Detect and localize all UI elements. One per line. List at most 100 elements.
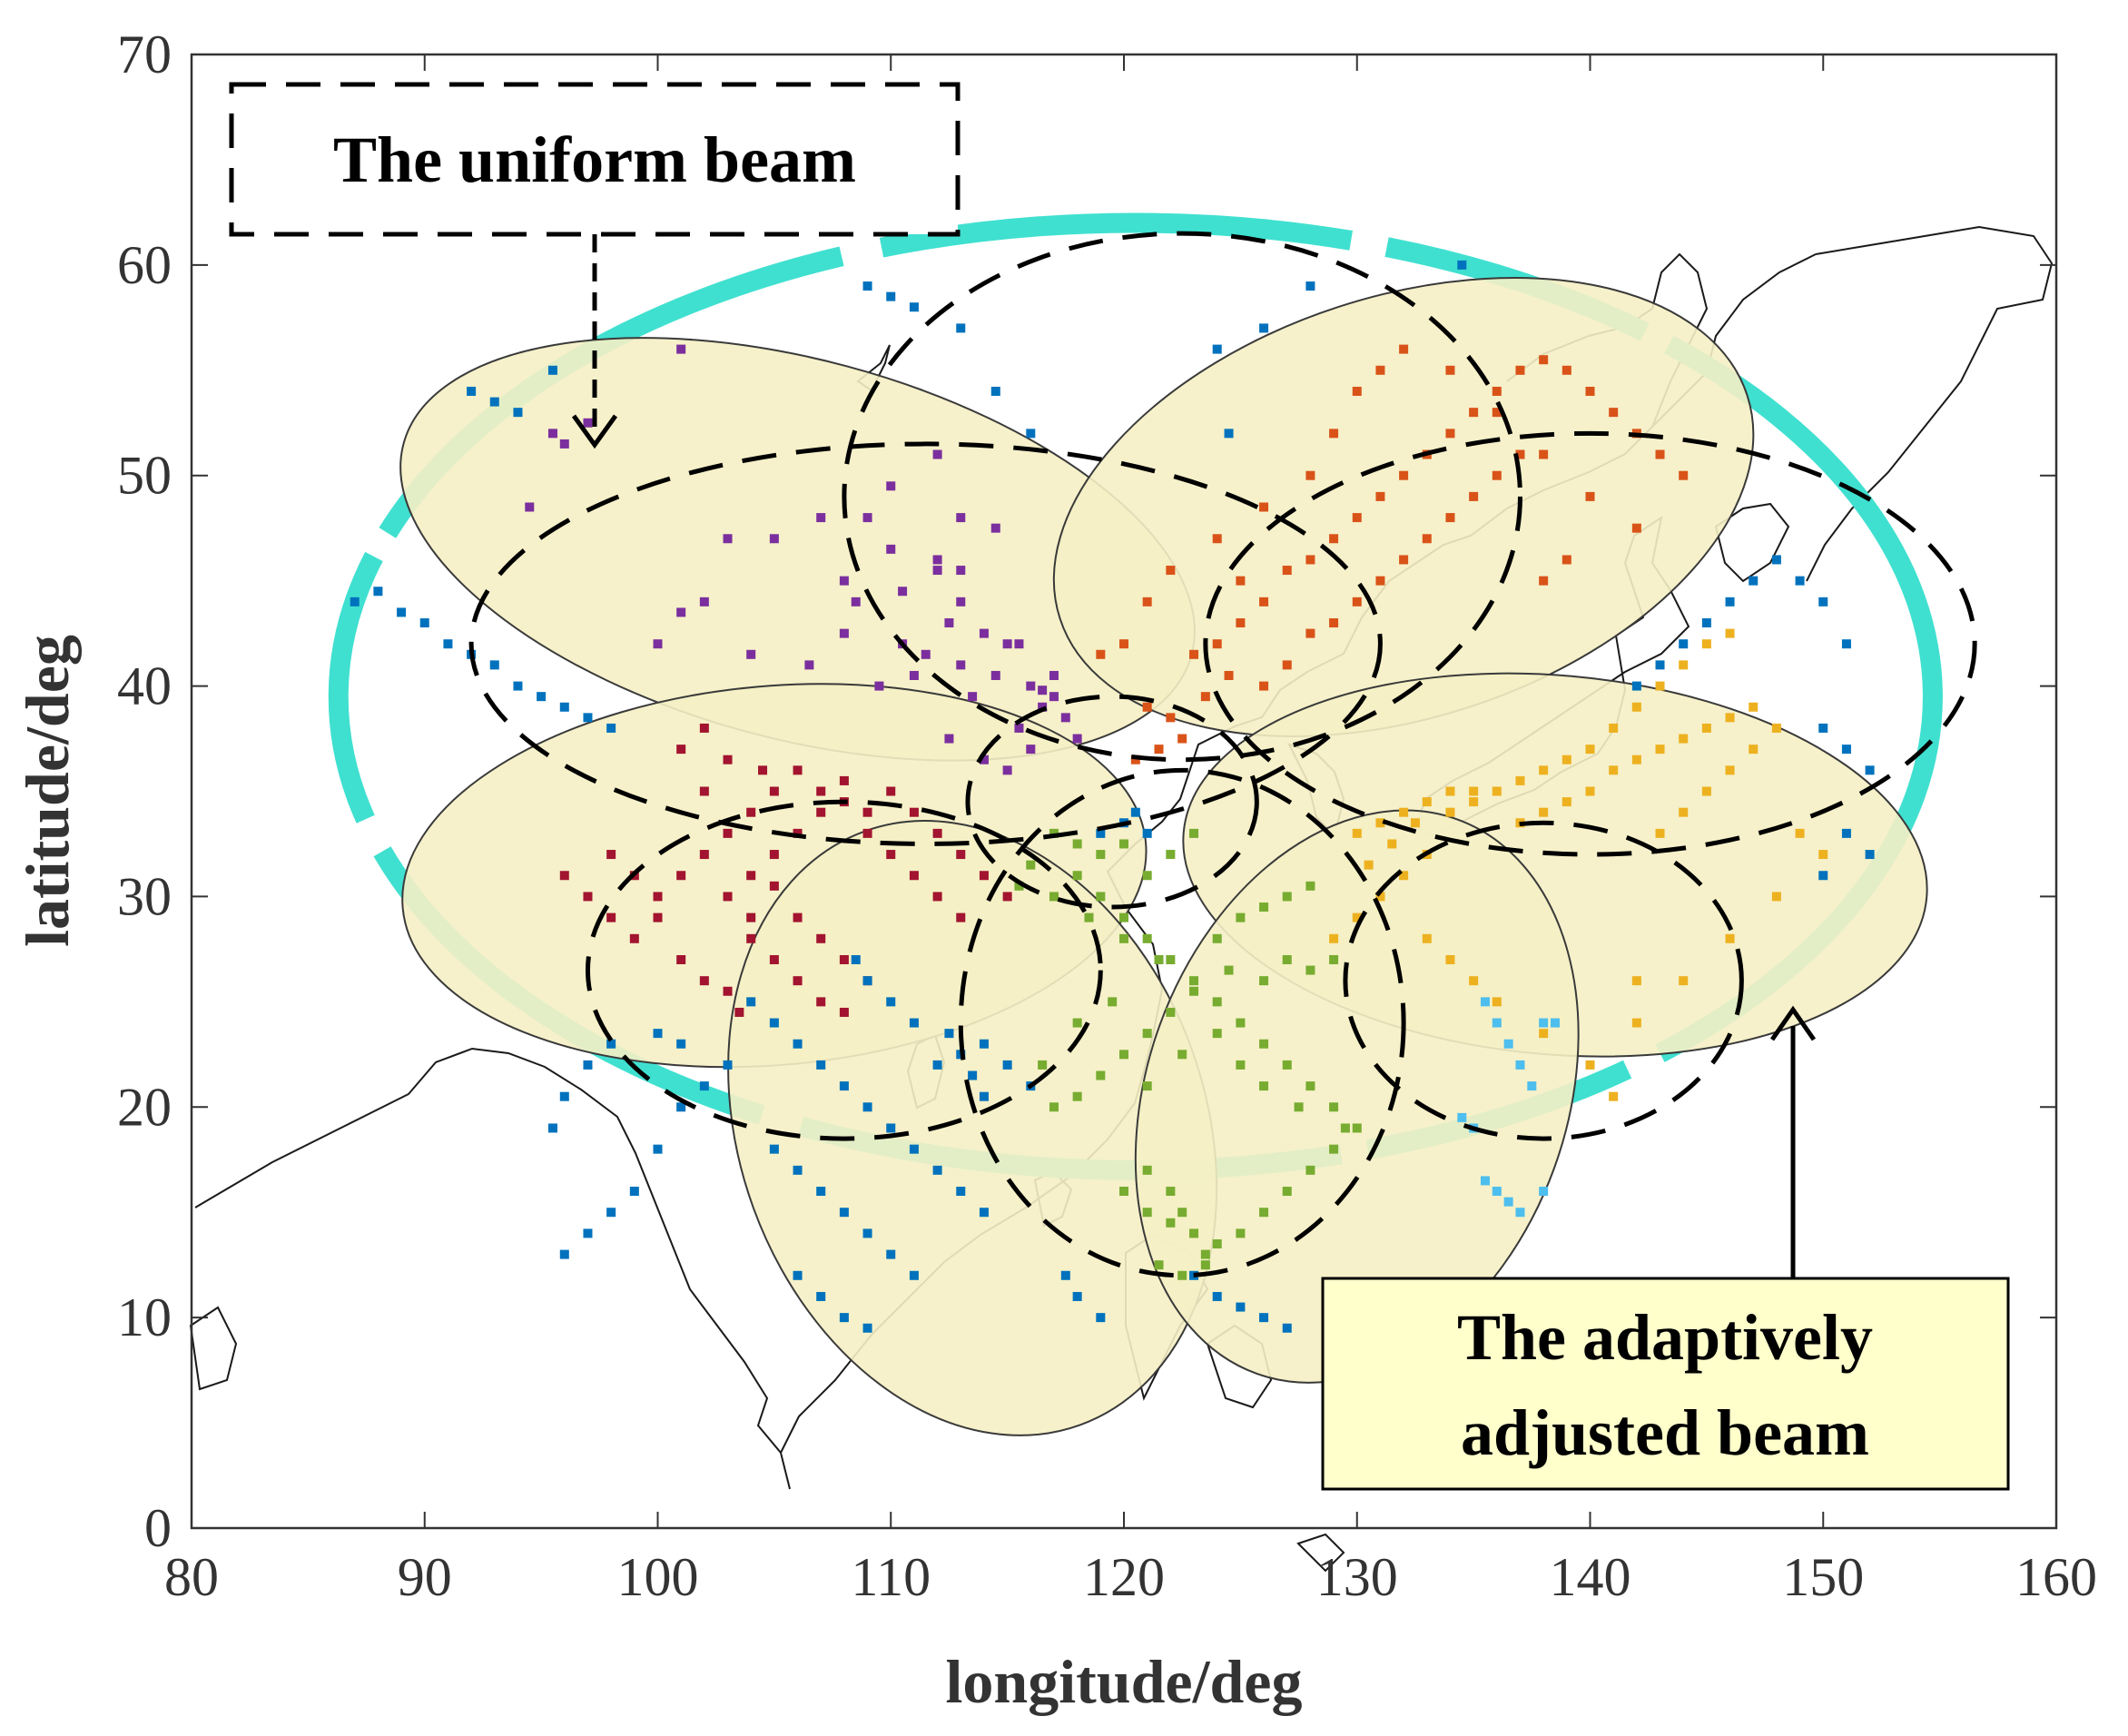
point-s2-41 [1329,618,1339,628]
uniform-beam-4 [585,799,1103,1141]
point-s2-60 [1562,555,1571,565]
point-s6-49 [1177,1208,1187,1218]
point-s4-24 [769,1018,779,1028]
point-s4-10 [559,702,569,712]
point-s4-30 [909,1144,919,1154]
point-s4-35 [793,1165,803,1175]
point-s3-30 [699,786,709,796]
point-s5-31 [1375,892,1385,902]
point-s4-91 [1224,429,1234,439]
point-s2-43 [1119,639,1128,649]
point-s4-90 [1212,344,1222,354]
point-s5-22 [1701,723,1711,733]
point-s6-69 [1177,1050,1187,1060]
point-s5-20 [1655,745,1665,755]
point-s4-22 [1026,429,1036,439]
point-s3-54 [629,933,639,943]
point-s5-57 [1771,723,1781,733]
point-s3-38 [886,850,896,860]
point-s4-40 [909,1270,919,1280]
point-s6-12 [1329,1102,1339,1112]
point-s6-44 [1282,954,1292,964]
point-s6-3 [1119,912,1128,922]
point-s3-36 [839,775,849,785]
point-s3-39 [909,871,919,881]
x-tick-label-150: 150 [1782,1547,1864,1607]
point-s4-20 [956,323,966,333]
point-s1-28 [862,513,872,523]
point-s4-25 [793,1039,803,1049]
point-s3-49 [816,997,826,1007]
point-s6-18 [1096,850,1106,860]
point-s6-14 [1142,871,1152,881]
point-s5-40 [1445,954,1455,964]
point-s1-32 [653,639,663,649]
adaptive-beam-arrowhead [1769,1005,1817,1041]
point-s1-39 [944,734,954,744]
point-s4-19 [909,302,919,312]
point-s4-45 [932,1060,942,1070]
point-s6-1 [1072,871,1082,881]
point-s6-35 [1072,1018,1082,1028]
point-s6-40 [1282,892,1292,902]
point-s6-39 [1259,903,1269,912]
point-s3-47 [769,954,779,964]
point-s6-47 [1142,1165,1152,1175]
point-s3-40 [932,892,942,902]
point-s1-29 [886,481,896,491]
point-s4-85 [1865,850,1875,860]
point-s5-13 [1631,702,1641,712]
point-s3-32 [699,723,709,733]
point-s2-29 [1492,470,1502,480]
point-s6-66 [1259,1081,1269,1091]
point-s1-10 [956,597,966,607]
point-s1-42 [921,649,931,659]
point-s1-19 [944,618,954,628]
point-s6-26 [1154,954,1164,964]
point-s2-32 [1166,713,1176,723]
uniform-beams [468,231,1977,1278]
point-s2-53 [1399,344,1409,354]
point-s2-42 [1236,576,1246,586]
point-s4-13 [467,386,477,396]
point-s5-21 [1679,734,1689,744]
point-s5-44 [1585,1060,1595,1070]
y-tick-label-50: 50 [117,446,172,506]
point-s4-58 [699,1081,709,1091]
point-s4-83 [1865,765,1875,775]
point-s5-54 [1701,786,1711,796]
point-s2-19 [1609,408,1619,418]
point-s5-5 [1445,786,1455,796]
uniform-beam-arrowhead [571,414,618,449]
point-s6-36 [1108,997,1118,1007]
point-s1-44 [1014,639,1024,649]
uniform-beam-2 [842,231,1522,763]
point-s1-33 [990,523,1000,533]
point-s4-50 [968,1070,978,1080]
point-s4-41 [793,1270,803,1280]
point-s2-15 [1515,365,1525,375]
point-s7-2 [1492,1018,1502,1028]
point-s5-25 [1585,786,1595,796]
point-s5-18 [1609,765,1619,775]
point-s5-50 [1609,1091,1619,1101]
point-s6-42 [1224,965,1234,975]
point-s5-32 [1352,912,1362,922]
point-s2-10 [1399,470,1409,480]
point-s1-7 [839,576,849,586]
point-s1-11 [1002,639,1012,649]
point-s6-9 [1259,1039,1269,1049]
point-s5-43 [1539,1029,1549,1039]
point-s5-11 [1585,745,1595,755]
point-s2-39 [1282,660,1292,670]
point-s1-38 [968,692,978,702]
point-s2-27 [1445,513,1455,523]
point-s5-37 [1445,807,1455,817]
point-s5-24 [1749,702,1759,712]
point-s2-57 [1585,491,1595,501]
point-s4-88 [1305,281,1315,291]
point-s5-38 [1469,797,1479,807]
point-s7-14 [1539,1187,1549,1197]
y-tick-label-20: 20 [117,1077,172,1137]
point-s3-41 [956,912,966,922]
